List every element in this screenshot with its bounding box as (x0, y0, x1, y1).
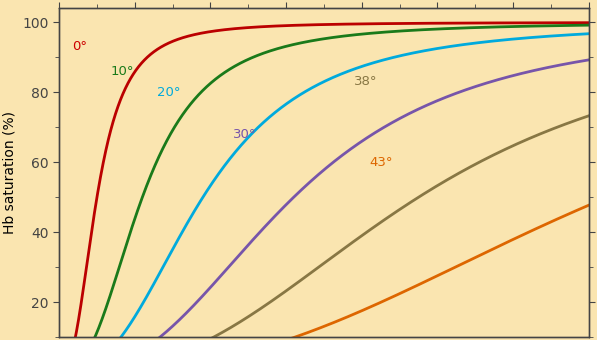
Text: 30°: 30° (233, 128, 257, 141)
Text: 38°: 38° (354, 75, 378, 88)
Text: 20°: 20° (158, 86, 181, 99)
Y-axis label: Hb saturation (%): Hb saturation (%) (3, 111, 17, 234)
Text: 0°: 0° (72, 40, 87, 53)
Text: 10°: 10° (110, 65, 134, 78)
Text: 43°: 43° (370, 156, 393, 169)
